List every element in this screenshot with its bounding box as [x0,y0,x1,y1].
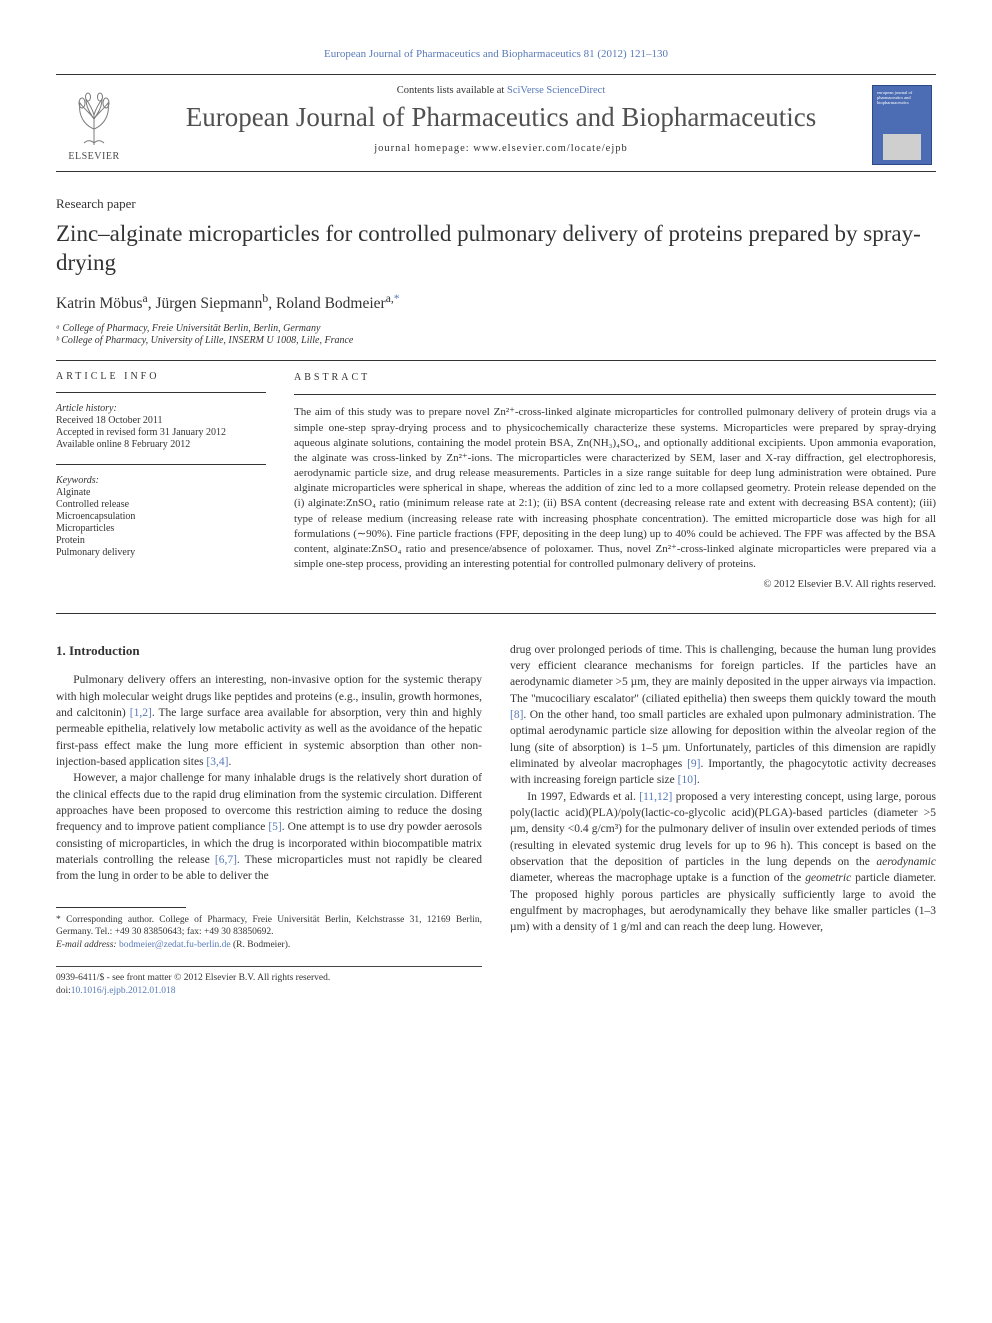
info-rule-2 [56,464,266,465]
abstract-rule [294,394,936,395]
intro-para-1: Pulmonary delivery offers an interesting… [56,672,482,770]
footer: 0939-6411/$ - see front matter © 2012 El… [56,972,482,999]
sciencedirect-link[interactable]: SciVerse ScienceDirect [507,85,605,96]
affiliation-a: ᵃ College of Pharmacy, Freie Universität… [56,323,936,334]
abstract-column: ABSTRACT The aim of this study was to pr… [294,371,936,593]
corr-line-1: * Corresponding author. College of Pharm… [56,914,482,940]
article-info-heading: ARTICLE INFO [56,371,266,382]
authors: Katrin Möbusa, Jürgen Siepmannb, Roland … [56,292,936,313]
article-history: Article history: Received 18 October 201… [56,403,266,450]
affiliation-b: ᵇ College of Pharmacy, University of Lil… [56,335,936,346]
author-3[interactable]: Roland Bodmeier [276,295,386,312]
author-2-aff: b [262,292,268,305]
em-aerodynamic: aerodynamic [876,856,936,868]
cite-5[interactable]: [5] [268,821,281,833]
keyword-5: Pulmonary delivery [56,547,266,558]
corr-email[interactable]: bodmeier@zedat.fu-berlin.de [119,940,231,950]
body-col-right: drug over prolonged periods of time. Thi… [510,642,936,999]
history-online: Available online 8 February 2012 [56,439,266,450]
intro-para-2: However, a major challenge for many inha… [56,770,482,884]
em-geometric: geometric [805,872,851,884]
keywords-label: Keywords: [56,475,266,486]
email-label: E-mail address: [56,940,119,950]
cite-8[interactable]: [8] [510,709,523,721]
footer-copyright: 0939-6411/$ - see front matter © 2012 El… [56,972,482,985]
journal-name: European Journal of Pharmaceutics and Bi… [152,102,850,133]
article-type: Research paper [56,196,936,212]
thumb-image-placeholder [883,134,921,160]
article-info-column: ARTICLE INFO Article history: Received 1… [56,371,266,593]
doi-prefix: doi: [56,986,71,996]
corr-email-suffix: (R. Bodmeier). [231,940,291,950]
rule-above-info [56,360,936,361]
history-received: Received 18 October 2011 [56,415,266,426]
keyword-2: Microencapsulation [56,511,266,522]
cite-10[interactable]: [10] [678,774,697,786]
keyword-4: Protein [56,535,266,546]
abstract-copyright: © 2012 Elsevier B.V. All rights reserved… [294,578,936,592]
thumb-title: european journal of pharmaceutics and bi… [877,90,927,105]
elsevier-logo[interactable]: ELSEVIER [56,75,144,171]
author-1-aff: a [143,292,148,305]
author-2[interactable]: Jürgen Siepmann [155,295,262,312]
journal-reference-link[interactable]: European Journal of Pharmaceutics and Bi… [56,48,936,60]
doi-link[interactable]: 10.1016/j.ejpb.2012.01.018 [71,986,176,996]
history-accepted: Accepted in revised form 31 January 2012 [56,427,266,438]
keyword-0: Alginate [56,487,266,498]
article-title: Zinc–alginate microparticles for control… [56,220,936,278]
elsevier-tree-icon [62,85,126,149]
affiliations: ᵃ College of Pharmacy, Freie Universität… [56,323,936,346]
cite-3-4[interactable]: [3,4] [206,756,228,768]
corresponding-author: * Corresponding author. College of Pharm… [56,914,482,952]
body-col-left: 1. Introduction Pulmonary delivery offer… [56,642,482,999]
cite-1-2[interactable]: [1,2] [130,707,152,719]
footer-rule [56,966,482,967]
section-1-heading: 1. Introduction [56,642,482,660]
elsevier-wordmark: ELSEVIER [68,151,119,162]
info-rule-1 [56,392,266,393]
journal-cover-thumb[interactable]: european journal of pharmaceutics and bi… [858,75,936,171]
journal-homepage[interactable]: journal homepage: www.elsevier.com/locat… [152,143,850,154]
intro-para-3: In 1997, Edwards et al. [11,12] proposed… [510,789,936,936]
cite-9[interactable]: [9] [687,758,700,770]
contents-prefix: Contents lists available at [397,85,507,96]
masthead: ELSEVIER Contents lists available at Sci… [56,75,936,172]
history-label: Article history: [56,403,266,414]
intro-para-2-cont: drug over prolonged periods of time. Thi… [510,642,936,789]
keyword-1: Controlled release [56,499,266,510]
keyword-3: Microparticles [56,523,266,534]
abstract-heading: ABSTRACT [294,371,936,385]
corr-marker[interactable]: * [394,292,400,305]
contents-line: Contents lists available at SciVerse Sci… [152,85,850,96]
keywords-block: Keywords: Alginate Controlled release Mi… [56,475,266,558]
rule-above-body [56,613,936,614]
cite-6-7[interactable]: [6,7] [215,854,237,866]
corr-rule [56,907,186,908]
author-3-aff: a, [386,292,394,305]
author-1[interactable]: Katrin Möbus [56,295,143,312]
cite-11-12[interactable]: [11,12] [639,791,672,803]
abstract-text: The aim of this study was to prepare nov… [294,405,936,572]
body-columns: 1. Introduction Pulmonary delivery offer… [56,642,936,999]
